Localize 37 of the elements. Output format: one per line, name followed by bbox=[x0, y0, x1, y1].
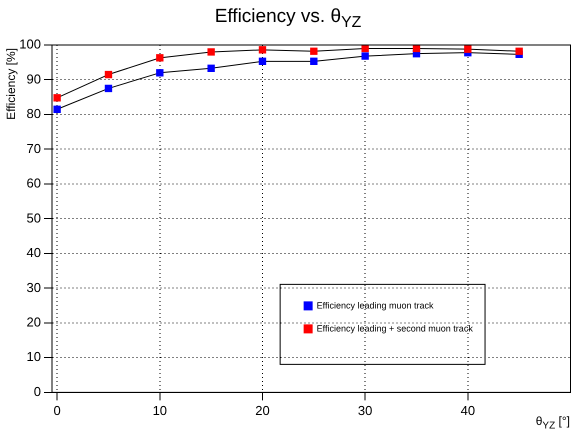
y-tick-label: 80 bbox=[26, 106, 41, 122]
point bbox=[104, 70, 112, 78]
point bbox=[361, 45, 369, 52]
y-tick-label: 40 bbox=[26, 245, 41, 260]
point bbox=[515, 48, 523, 55]
x-tick-label: 10 bbox=[152, 402, 168, 418]
y-tick-label: 100 bbox=[19, 36, 41, 52]
chart-title: Efficiency vs. θ$_{YZ}$ bbox=[214, 6, 362, 32]
point bbox=[310, 58, 318, 66]
point bbox=[258, 58, 266, 66]
y-tick-label: 30 bbox=[26, 280, 41, 295]
y-tick-label: 20 bbox=[26, 314, 41, 330]
point bbox=[156, 69, 164, 76]
point bbox=[464, 45, 472, 53]
x-tick-label: 0 bbox=[54, 402, 61, 418]
point bbox=[361, 52, 369, 60]
legend-label: Efficiency leading + second muon track bbox=[316, 323, 474, 334]
legend-label: Efficiency leading muon track bbox=[316, 300, 434, 310]
y-tick-label: 70 bbox=[26, 140, 41, 156]
x-tick-label: 30 bbox=[358, 402, 372, 418]
point bbox=[53, 106, 61, 113]
point bbox=[310, 48, 318, 55]
y-tick-label: 90 bbox=[26, 71, 41, 86]
point bbox=[207, 64, 215, 72]
point bbox=[104, 84, 112, 92]
y-tick-label: 60 bbox=[26, 176, 41, 191]
x-tick-label: 20 bbox=[255, 402, 270, 418]
y-tick-label: 50 bbox=[26, 210, 41, 226]
point bbox=[258, 46, 266, 54]
y-tick-label: 10 bbox=[26, 349, 41, 364]
y-tick-label: 0 bbox=[34, 384, 41, 399]
x-tick-label: 40 bbox=[460, 402, 476, 418]
point bbox=[156, 54, 164, 62]
point bbox=[53, 94, 61, 102]
point bbox=[207, 48, 215, 56]
y-axis-title: Efficiency [%] bbox=[4, 48, 18, 120]
x-axis-title: θ$_{YZ}$ [°] bbox=[536, 414, 570, 432]
